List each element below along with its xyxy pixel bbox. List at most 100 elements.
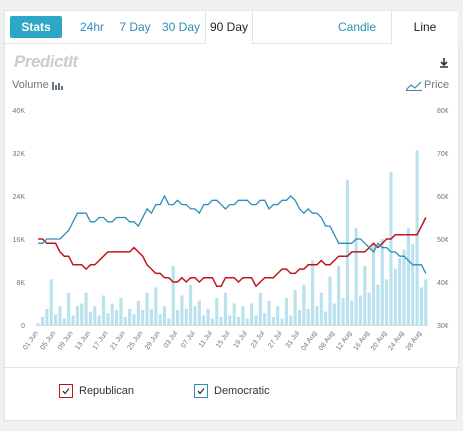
x-tick-label: 15 Jul bbox=[215, 330, 232, 350]
volume-bar bbox=[345, 179, 349, 325]
volume-bar bbox=[62, 318, 66, 325]
volume-bar bbox=[297, 309, 302, 325]
volume-bar bbox=[311, 260, 315, 325]
volume-bar bbox=[93, 306, 97, 325]
volume-bar bbox=[80, 303, 84, 325]
volume-bar bbox=[250, 303, 254, 325]
volume-bar bbox=[389, 171, 393, 325]
tab-24hr[interactable]: 24hr bbox=[79, 20, 105, 34]
volume-bar bbox=[402, 249, 406, 325]
volume-bar bbox=[228, 315, 232, 325]
legend-democratic[interactable]: Democratic bbox=[194, 384, 270, 402]
tab-candle[interactable]: Candle bbox=[337, 20, 377, 34]
legend-republican[interactable]: Republican bbox=[59, 384, 134, 402]
volume-bar bbox=[289, 315, 293, 325]
volume-bar bbox=[293, 290, 297, 325]
tab-bar: Stats 24hr 7 Day 30 Day 90 Day Candle Li… bbox=[4, 10, 458, 45]
x-tick-label: 11 Jul bbox=[198, 330, 214, 349]
right-tick-label: 50¢ bbox=[437, 237, 449, 244]
tab-90-day[interactable]: 90 Day bbox=[205, 11, 253, 45]
x-tick-label: 17 Jun bbox=[92, 330, 110, 351]
volume-bar bbox=[411, 244, 415, 325]
volume-bar bbox=[315, 306, 319, 325]
volume-bar bbox=[358, 295, 363, 325]
x-tick-label: 19 Jul bbox=[232, 330, 249, 350]
x-tick-label: 16 Aug bbox=[353, 330, 371, 352]
check-icon bbox=[197, 388, 205, 395]
x-tick-label: 20 Aug bbox=[370, 330, 388, 352]
volume-bar bbox=[132, 314, 136, 325]
right-tick-label: 70¢ bbox=[437, 151, 449, 158]
legend-label: Democratic bbox=[214, 385, 270, 397]
x-tick-label: 25 Jun bbox=[127, 330, 145, 351]
series-line-democratic bbox=[38, 194, 427, 274]
volume-bar bbox=[341, 298, 345, 325]
bar-chart-icon bbox=[52, 82, 63, 90]
left-tick-label: 32K bbox=[13, 151, 26, 158]
x-tick-label: 01 Jun bbox=[22, 330, 40, 351]
republican-checkbox[interactable] bbox=[59, 384, 73, 398]
volume-bar bbox=[141, 309, 145, 325]
volume-bar bbox=[271, 316, 275, 325]
volume-bar bbox=[363, 265, 367, 325]
volume-bar bbox=[202, 315, 206, 325]
volume-bar bbox=[332, 303, 336, 325]
volume-bar bbox=[306, 308, 310, 325]
tab-7-day[interactable]: 7 Day bbox=[119, 20, 151, 34]
volume-bar bbox=[184, 308, 188, 325]
volume-bar bbox=[154, 287, 158, 325]
x-tick-label: 27 Jul bbox=[267, 330, 284, 350]
volume-bar bbox=[406, 228, 410, 325]
right-tick-label: 80¢ bbox=[437, 108, 449, 115]
volume-bar bbox=[119, 298, 123, 325]
volume-bar bbox=[36, 323, 40, 325]
x-tick-label: 07 Jul bbox=[180, 330, 197, 350]
volume-bar bbox=[302, 284, 306, 325]
volume-bar bbox=[49, 279, 53, 325]
x-tick-label: 05 Jun bbox=[39, 330, 57, 351]
volume-bar bbox=[241, 306, 245, 325]
volume-bar bbox=[136, 300, 140, 325]
volume-bar bbox=[210, 318, 214, 325]
right-tick-label: 60¢ bbox=[437, 194, 449, 201]
volume-bar bbox=[232, 303, 236, 325]
left-tick-label: 24K bbox=[13, 194, 26, 201]
volume-bar bbox=[71, 315, 75, 325]
volume-bar bbox=[123, 316, 127, 325]
volume-bar bbox=[158, 314, 162, 325]
volume-bar bbox=[193, 306, 197, 325]
volume-bar bbox=[280, 318, 284, 325]
volume-bar bbox=[350, 300, 354, 325]
download-icon[interactable] bbox=[437, 56, 451, 70]
volume-bar bbox=[267, 300, 271, 325]
x-tick-label: 04 Aug bbox=[300, 330, 318, 352]
volume-bar bbox=[40, 316, 45, 325]
check-icon bbox=[62, 388, 70, 395]
democratic-checkbox[interactable] bbox=[194, 384, 208, 398]
volume-bar bbox=[145, 292, 149, 325]
volume-bar bbox=[219, 316, 223, 325]
volume-bar bbox=[54, 314, 58, 325]
x-tick-label: 24 Aug bbox=[387, 330, 405, 352]
volume-bar bbox=[324, 311, 328, 325]
volume-bar bbox=[354, 228, 358, 325]
tab-line[interactable]: Line bbox=[391, 11, 458, 45]
volume-bar bbox=[67, 292, 71, 325]
volume-bar bbox=[276, 306, 280, 325]
volume-bar bbox=[128, 308, 132, 325]
x-tick-label: 13 Jun bbox=[74, 330, 92, 351]
volume-bar bbox=[171, 265, 175, 325]
volume-bar bbox=[263, 313, 267, 325]
tab-stats[interactable]: Stats bbox=[10, 16, 62, 38]
volume-bar bbox=[415, 150, 419, 325]
x-tick-label: 31 Jul bbox=[285, 330, 302, 350]
volume-bar bbox=[97, 315, 101, 325]
legend-label: Republican bbox=[79, 385, 135, 397]
volume-bar bbox=[215, 298, 219, 325]
tab-30-day[interactable]: 30 Day bbox=[161, 20, 201, 34]
right-tick-label: 40¢ bbox=[437, 280, 449, 287]
left-tick-label: 40K bbox=[13, 108, 26, 115]
x-tick-label: 21 Jun bbox=[109, 330, 127, 351]
legend: Republican Democratic bbox=[4, 367, 457, 421]
